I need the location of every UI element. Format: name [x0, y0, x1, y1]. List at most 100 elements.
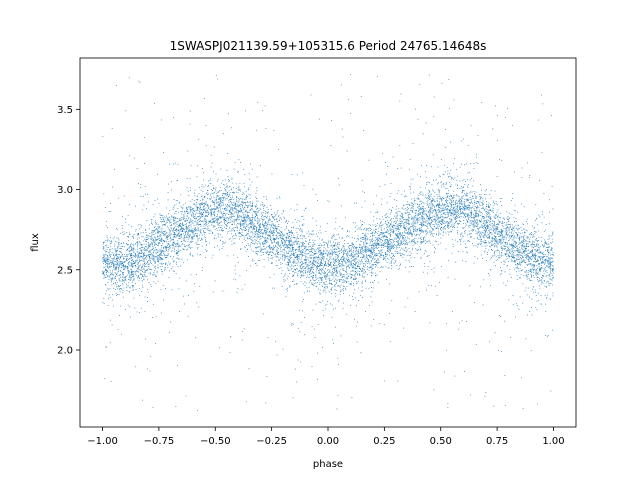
data-point	[233, 235, 235, 237]
data-point	[371, 240, 373, 242]
data-point	[463, 193, 465, 195]
data-point	[460, 213, 462, 214]
data-point	[290, 237, 291, 239]
data-point	[237, 212, 239, 214]
data-point	[430, 223, 432, 225]
data-point	[489, 242, 491, 243]
data-point	[240, 208, 242, 210]
data-point	[433, 219, 434, 221]
data-point	[288, 236, 290, 238]
data-point	[180, 246, 182, 248]
data-point	[407, 215, 409, 217]
data-point	[438, 223, 440, 225]
data-point	[499, 235, 501, 237]
data-point	[399, 100, 401, 102]
data-point	[473, 224, 475, 226]
data-point	[109, 265, 111, 267]
data-point	[434, 206, 436, 208]
data-point	[118, 268, 119, 270]
data-point	[528, 274, 529, 275]
data-point	[260, 231, 261, 233]
data-point	[277, 248, 279, 249]
data-point	[550, 249, 551, 251]
data-point	[235, 273, 237, 275]
data-point	[451, 201, 453, 203]
data-point	[532, 225, 533, 227]
data-point	[412, 247, 413, 249]
data-point	[265, 247, 267, 249]
data-point	[527, 314, 528, 316]
data-point	[433, 226, 435, 228]
data-point	[224, 196, 226, 198]
data-point	[106, 275, 108, 276]
data-point	[256, 264, 258, 266]
data-point	[300, 268, 302, 270]
data-point	[361, 239, 363, 241]
data-point	[263, 245, 264, 247]
data-point	[122, 262, 124, 264]
data-point	[440, 221, 442, 223]
data-point	[248, 217, 250, 219]
data-point	[231, 196, 233, 198]
data-point	[520, 252, 522, 253]
data-point	[500, 212, 502, 214]
data-point	[375, 275, 376, 276]
data-point	[182, 229, 183, 231]
data-point	[382, 254, 384, 256]
data-point	[513, 237, 515, 238]
data-point	[443, 213, 445, 214]
data-point	[241, 229, 243, 231]
data-point	[486, 226, 487, 227]
data-point	[534, 257, 536, 258]
data-point	[345, 251, 346, 252]
data-point	[426, 197, 428, 199]
data-point	[282, 238, 283, 240]
data-point	[489, 245, 490, 247]
data-point	[222, 203, 224, 205]
data-point	[476, 231, 478, 233]
data-point	[239, 182, 241, 184]
data-point	[517, 228, 519, 230]
data-point	[258, 210, 260, 212]
data-point	[425, 231, 426, 233]
data-point	[343, 247, 345, 249]
data-point	[527, 243, 529, 245]
data-point	[254, 220, 256, 221]
data-point	[245, 217, 247, 219]
data-point	[138, 271, 140, 273]
data-point	[361, 247, 362, 249]
data-point	[127, 263, 129, 264]
data-point	[431, 233, 433, 235]
data-point	[107, 260, 109, 262]
data-point	[135, 289, 137, 290]
data-point	[474, 202, 476, 204]
data-point	[119, 315, 121, 316]
data-point	[406, 232, 407, 234]
data-point	[326, 286, 328, 288]
data-point	[296, 241, 297, 243]
data-point	[319, 301, 320, 303]
data-point	[534, 245, 535, 247]
data-point	[342, 245, 344, 247]
data-point	[219, 217, 221, 219]
data-point	[109, 269, 111, 271]
data-point	[487, 252, 489, 253]
data-point	[277, 228, 279, 229]
data-point	[119, 254, 120, 255]
data-point	[371, 271, 372, 273]
data-point	[155, 316, 157, 318]
data-point	[523, 252, 525, 254]
data-point	[252, 219, 253, 220]
data-point	[257, 235, 259, 237]
data-point	[418, 208, 420, 210]
data-point	[506, 258, 508, 259]
data-point	[360, 237, 361, 239]
data-point	[119, 280, 121, 281]
data-point	[164, 224, 166, 225]
data-point	[271, 220, 273, 222]
data-point	[224, 184, 226, 186]
data-point	[172, 231, 174, 233]
data-point	[535, 269, 537, 271]
data-point	[135, 256, 136, 258]
data-point	[296, 267, 298, 269]
